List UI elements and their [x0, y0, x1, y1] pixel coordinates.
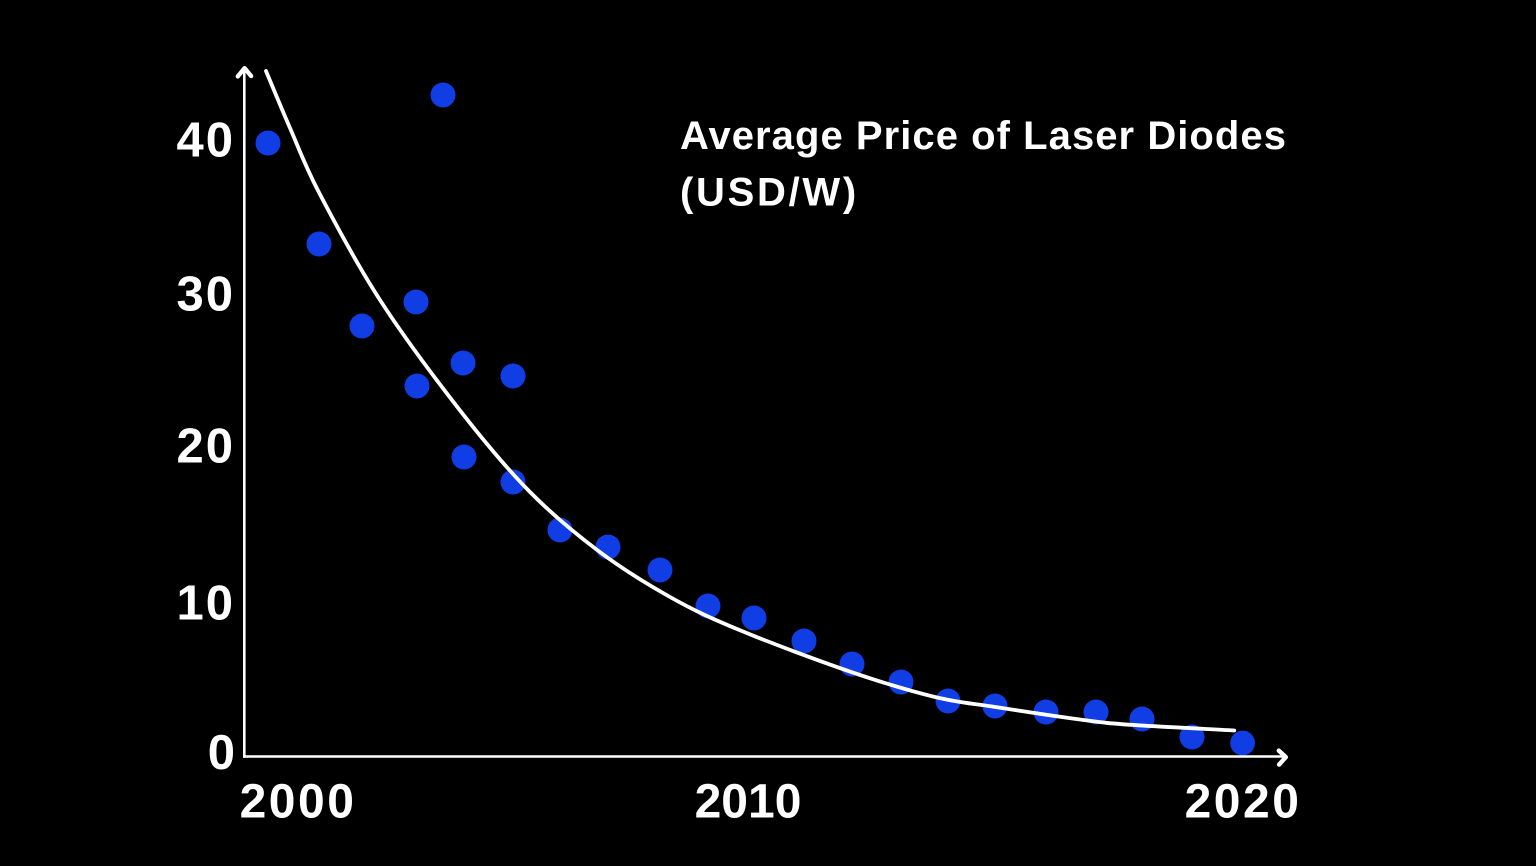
svg-text:2020: 2020: [1185, 776, 1302, 829]
svg-text:10: 10: [176, 577, 235, 631]
svg-text:Average Price of Laser Diodes: Average Price of Laser Diodes: [680, 114, 1287, 158]
svg-text:2000: 2000: [240, 776, 357, 829]
svg-text:40: 40: [176, 114, 235, 168]
svg-text:20: 20: [176, 420, 235, 474]
svg-text:2010: 2010: [695, 776, 802, 829]
svg-text:(USD/W): (USD/W): [680, 171, 859, 215]
svg-text:0: 0: [208, 726, 237, 780]
svg-text:30: 30: [176, 268, 235, 322]
